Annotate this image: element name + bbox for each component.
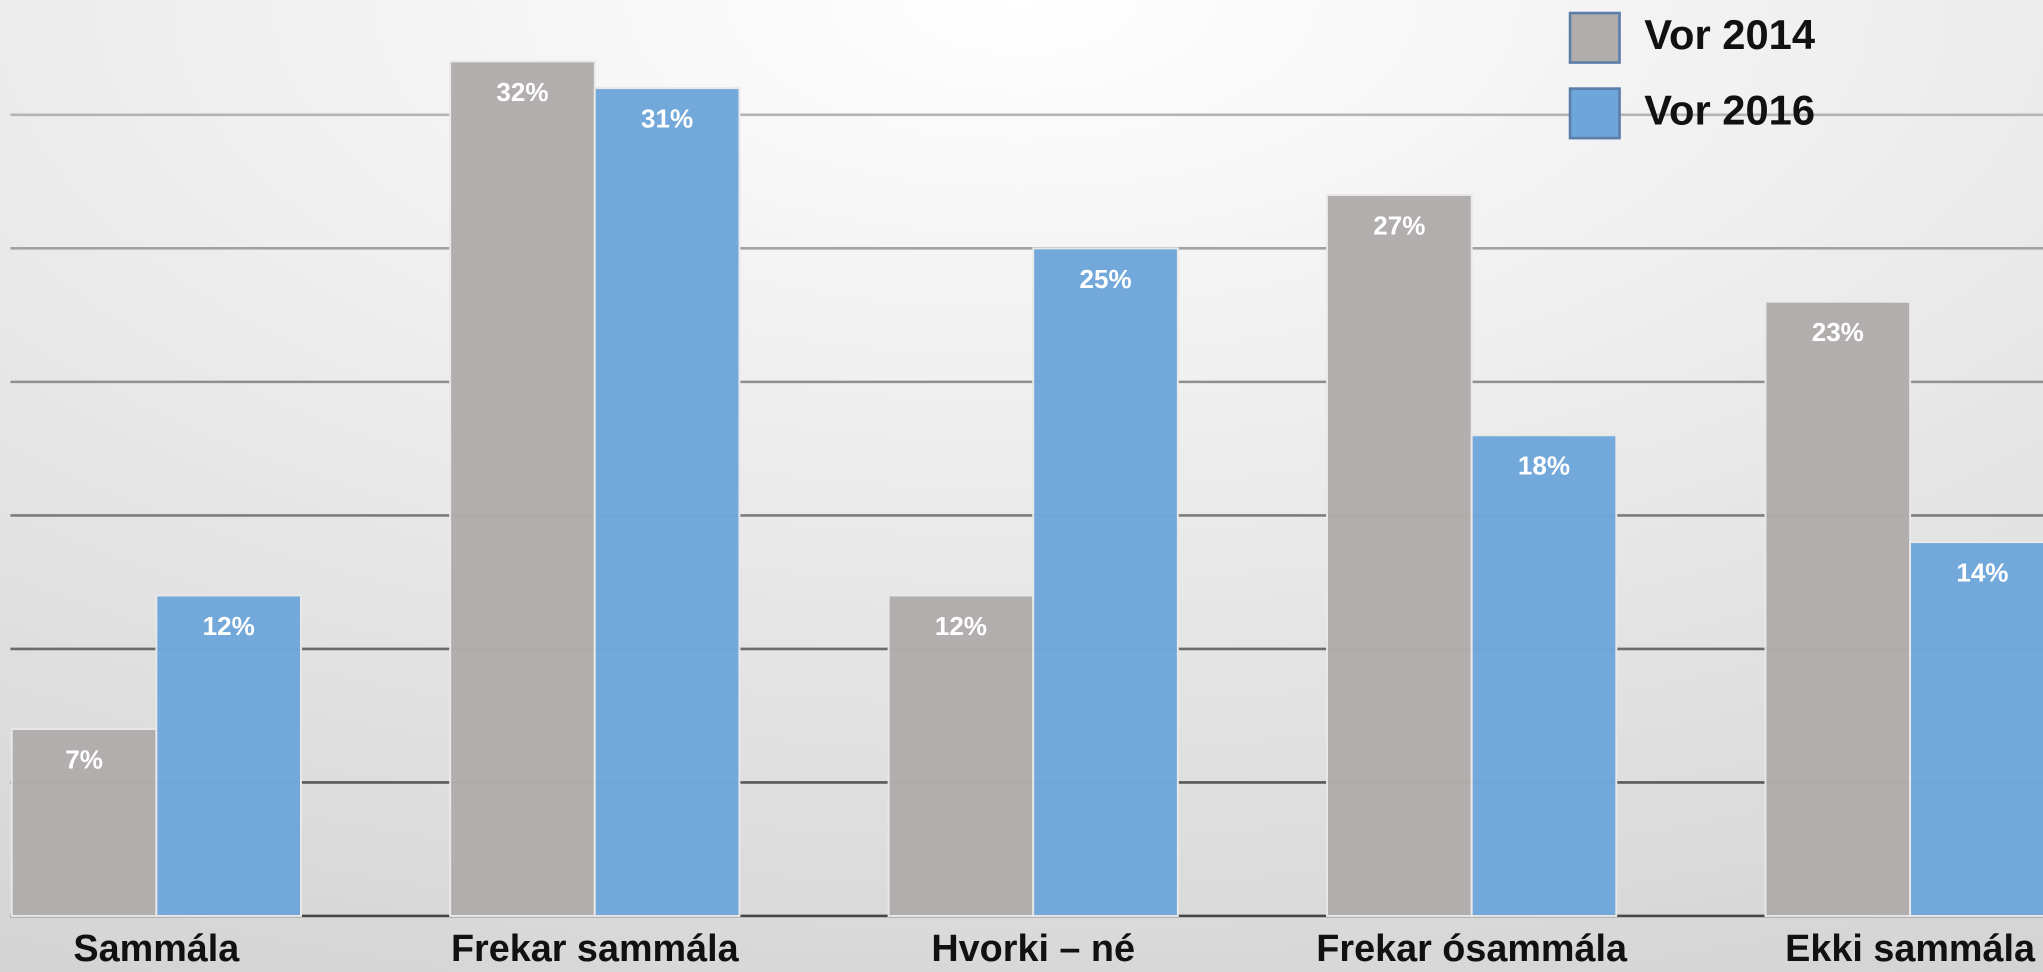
data-label: 25%	[1079, 264, 1131, 294]
data-label: 14%	[1956, 558, 2008, 588]
bar	[1032, 247, 1179, 917]
bar	[593, 87, 741, 917]
x-tick-label: Frekar sammála	[451, 928, 740, 970]
legend-label: Vor 2014	[1644, 11, 1815, 58]
x-tick-label: Ekki sammála	[1785, 928, 2036, 970]
bar	[1470, 434, 1618, 917]
x-tick-label: Frekar ósammála	[1316, 928, 1628, 970]
legend-swatch	[1568, 87, 1621, 140]
data-label: 31%	[641, 104, 693, 134]
legend-swatch	[1568, 11, 1621, 64]
data-label: 18%	[1518, 451, 1570, 481]
data-label: 23%	[1812, 317, 1864, 347]
data-label: 12%	[203, 611, 255, 641]
legend-label: Vor 2016	[1644, 86, 1815, 133]
data-label: 27%	[1373, 210, 1425, 240]
data-label: 7%	[65, 744, 103, 774]
data-label: 32%	[496, 77, 548, 107]
data-label: 12%	[935, 611, 987, 641]
x-tick-label: Sammála	[73, 928, 240, 970]
bar	[449, 60, 596, 917]
x-tick-label: Hvorki – né	[931, 928, 1135, 970]
bar	[1764, 300, 1912, 917]
bar	[155, 594, 302, 917]
bar	[1909, 541, 2043, 917]
bar	[887, 594, 1035, 917]
bar	[1326, 193, 1473, 917]
